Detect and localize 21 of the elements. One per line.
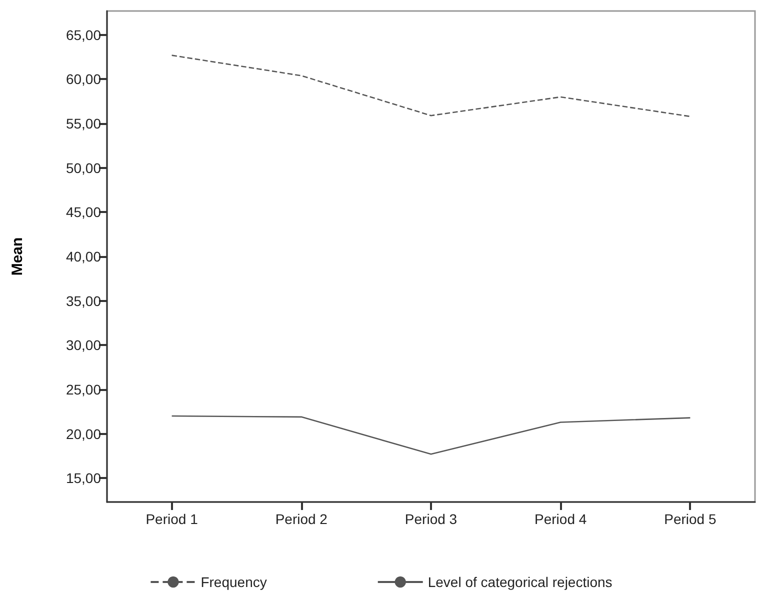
line-series bbox=[171, 415, 691, 455]
y-tick-label: 60,00 bbox=[66, 71, 102, 88]
y-tick-label: 55,00 bbox=[66, 116, 102, 132]
y-tick-label: 25,00 bbox=[66, 381, 102, 398]
y-tick-label: 50,00 bbox=[66, 160, 102, 176]
x-tick-label: Period 2 bbox=[275, 511, 328, 527]
x-tick-label: Period 1 bbox=[146, 511, 198, 527]
y-tick-label: 65,00 bbox=[66, 26, 102, 43]
y-tick-label: 40,00 bbox=[66, 248, 102, 264]
y-tick-label: 15,00 bbox=[66, 470, 102, 486]
y-axis-title: Mean bbox=[9, 237, 26, 276]
y-tick-label: 35,00 bbox=[66, 292, 102, 309]
y-tick-label: 30,00 bbox=[66, 337, 102, 354]
y-tick-label: 45,00 bbox=[66, 204, 102, 220]
y-tick-label: 20,00 bbox=[66, 426, 102, 442]
line-series bbox=[171, 54, 691, 118]
x-tick-label: Period 3 bbox=[404, 511, 458, 527]
x-tick-label: Period 4 bbox=[534, 511, 587, 527]
legend-label: Level of categorical rejections bbox=[428, 574, 612, 590]
legend-label: Frequency bbox=[200, 574, 267, 590]
x-tick-label: Period 5 bbox=[664, 511, 716, 527]
